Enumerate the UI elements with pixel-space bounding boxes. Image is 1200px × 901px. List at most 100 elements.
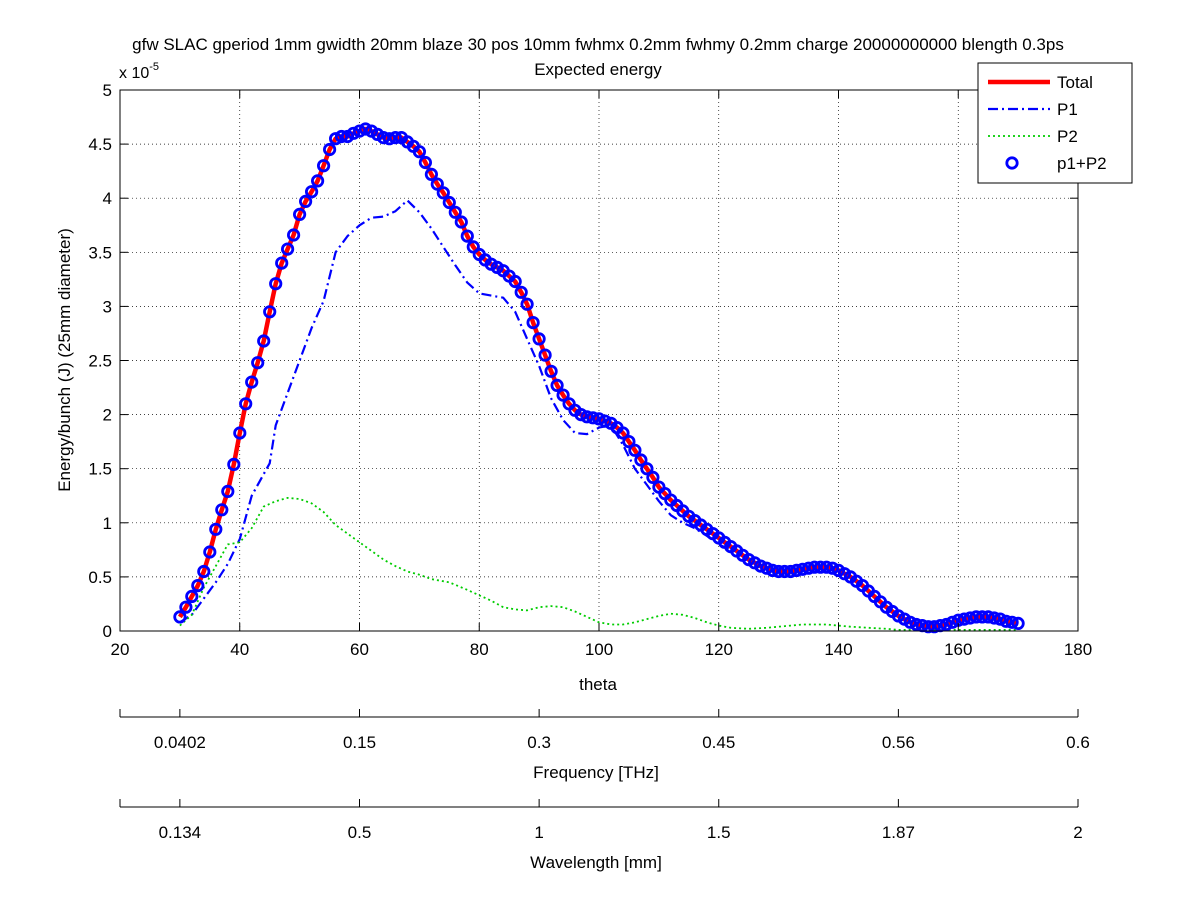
series-point-p1-p2 [825,561,840,575]
series-point-p1-p2 [975,610,989,624]
series-point-p1-p2 [298,194,313,208]
series-point-p1-p2 [777,564,792,579]
series-point-p1-p2 [789,563,804,578]
y-tick-label: 4 [103,189,112,208]
series-point-p1-p2 [263,305,277,319]
series-point-p1-p2 [269,277,283,291]
series-point-p1-p2 [233,426,247,440]
series-point-p1-p2 [807,560,822,574]
series-point-p1-p2 [921,620,935,634]
series-point-p1-p2 [346,126,361,140]
x-tick-label: 60 [350,640,369,659]
series-point-p1-p2 [257,334,271,348]
series-point-p1-p2 [448,205,462,219]
series-point-p1-p2 [412,145,426,159]
series-point-p1-p2 [616,426,630,440]
wavelength-axis: Wavelength [mm] 0.134 0.5 1 1.5 1.87 2 [119,799,1083,872]
y-tick-label: 2 [103,406,112,425]
series-point-p1-p2 [334,129,349,144]
series-point-p1-p2 [760,561,774,575]
x-tick-label: 100 [585,640,613,659]
series-point-p1-p2 [813,560,828,574]
legend-label: Total [1057,73,1093,92]
series-point-p1-p2 [765,563,780,578]
series-point-p1-p2 [634,453,648,467]
series-point-p1-p2 [328,132,343,146]
series-point-p1-p2 [544,364,558,378]
series-point-p1-p2 [239,397,253,411]
series-point-p1-p2 [430,177,444,191]
series-point-p1-p2 [586,411,600,425]
series-point-p1-p2 [179,600,193,614]
y-tick-label: 3.5 [88,243,112,262]
series-point-p1-p2 [550,378,564,392]
legend-marker-p1-p2 [1005,156,1019,170]
y-exponent: x 10-5 [119,61,159,82]
series-point-p1-p2 [783,564,798,579]
legend: Total P1 P2 p1+P2 [977,62,1133,184]
series-point-p1-p2 [795,562,810,576]
series-point-p1-p2 [310,174,325,188]
series-point-p1-p2 [981,610,995,624]
series-point-p1-p2 [987,611,1001,625]
series-point-p1-p2 [771,564,786,579]
wavelength-axis-tick-label: 0.5 [348,823,372,842]
series-point-p1-p2 [903,615,917,629]
series-point-p1-p2 [286,228,301,242]
frequency-axis: Frequency [THz] 0.0402 0.15 0.3 0.45 0.56 0.6 [119,709,1090,782]
series-point-p1-p2 [304,185,319,199]
y-tick-label: 3 [103,297,112,316]
x-tick-label: 40 [230,640,249,659]
series-point-p1-p2 [598,414,612,428]
series-point-p1-p2 [185,589,199,604]
x-tick-label: 120 [705,640,733,659]
series-point-p1-p2 [993,612,1007,626]
series-point-p1-p2 [819,560,834,574]
y-exponent-power: -5 [149,61,159,73]
series-point-p1-p2 [251,356,265,370]
series-point-p1-p2 [580,410,594,424]
series-point-p1-p2 [927,620,941,634]
frequency-axis-tick-label: 0.3 [527,733,551,752]
series-point-p1-p2 [245,375,259,389]
y-axis-label: Energy/bunch (J) (25mm diameter) [55,228,74,492]
legend-label: p1+P2 [1057,154,1107,173]
series-point-p1-p2 [191,578,205,593]
series-point-p1-p2 [532,332,546,346]
series-point-p1-p2 [1005,615,1019,629]
frequency-axis-tick-label: 0.56 [882,733,915,752]
frequency-axis-tick-label: 0.15 [343,733,376,752]
series-layer [173,122,1025,634]
series-point-p1-p2 [454,215,468,229]
series-point-p1-p2 [382,132,396,146]
x-tick-label: 140 [824,640,852,659]
series-point-p1-p2 [209,522,223,536]
series-line-p2 [179,497,1019,631]
series-point-p1-p2 [622,434,636,449]
series-point-p1-p2 [640,462,654,476]
frequency-axis-label: Frequency [THz] [533,763,659,782]
series-point-p1-p2 [322,142,337,157]
series-point-p1-p2 [939,617,953,632]
series-point-p1-p2 [508,274,522,289]
series-point-p1-p2 [945,615,959,629]
series-point-p1-p2 [424,167,438,181]
series-point-p1-p2 [376,131,391,145]
series-line-p1 [179,199,732,624]
series-point-p1-p2 [203,545,217,559]
series-point-p1-p2 [556,388,570,402]
series-point-p1-p2 [275,256,289,270]
x-tick-label: 160 [944,640,972,659]
series-point-p1-p2 [352,124,367,138]
series-point-p1-p2 [388,131,402,145]
series-point-p1-p2 [215,503,229,517]
series-point-p1-p2 [526,315,540,330]
x-tick-label: 180 [1064,640,1092,659]
wavelength-axis-tick-label: 1.87 [882,823,915,842]
wavelength-axis-label: Wavelength [mm] [530,853,662,872]
legend-label: P1 [1057,100,1078,119]
series-point-p1-p2 [418,155,432,170]
wavelength-axis-tick-label: 1.5 [707,823,731,842]
wavelength-axis-tick-label: 2 [1073,823,1082,842]
wavelength-axis-tick-label: 1 [534,823,543,842]
